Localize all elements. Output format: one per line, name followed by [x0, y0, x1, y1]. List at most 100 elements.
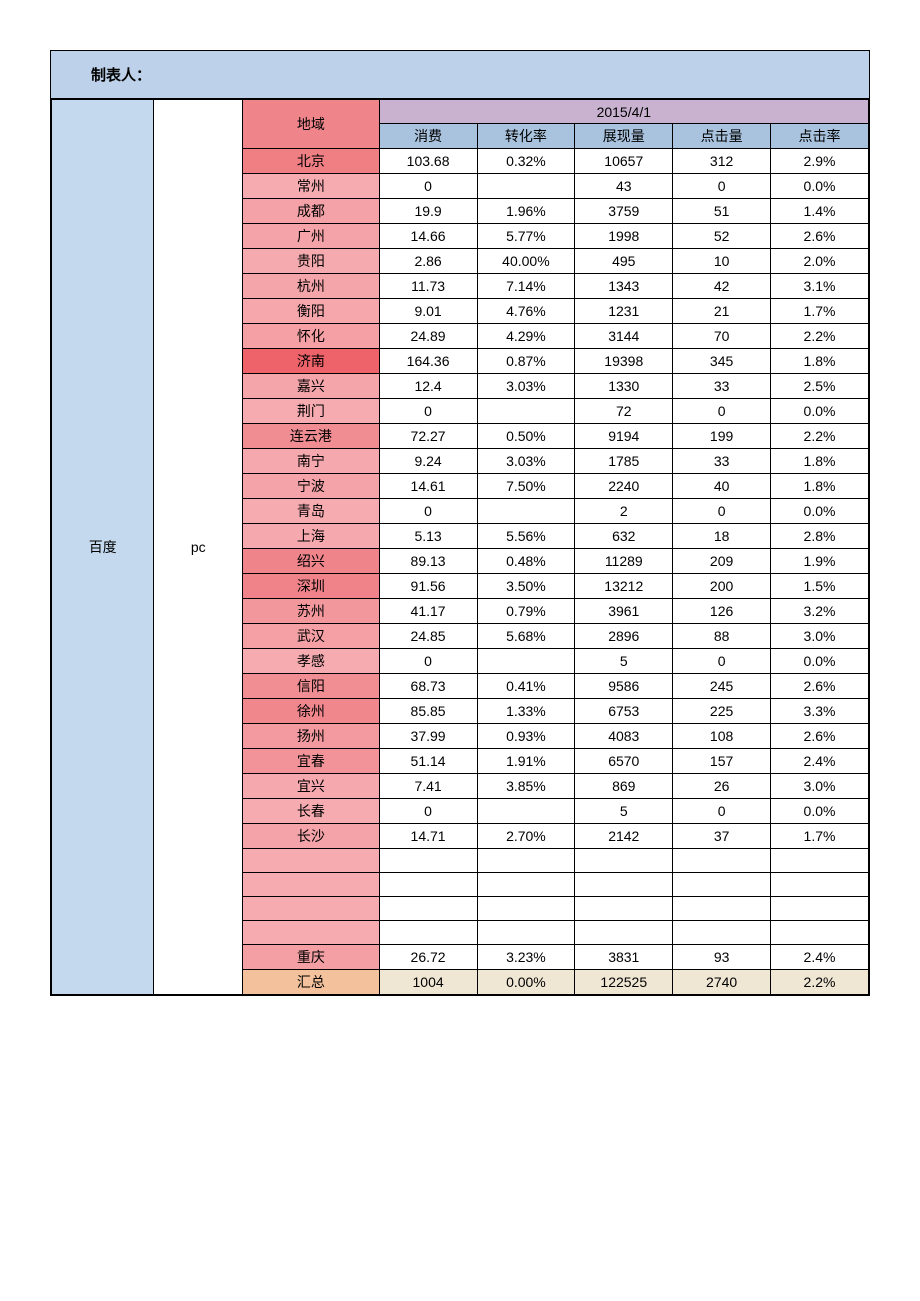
data-cell: 2.4% [771, 749, 869, 774]
data-cell: 37.99 [379, 724, 477, 749]
total-cell: 122525 [575, 970, 673, 995]
data-cell [477, 399, 575, 424]
data-cell: 14.61 [379, 474, 477, 499]
title-bar: 制表人： [51, 51, 869, 99]
data-cell: 40 [673, 474, 771, 499]
data-cell: 5 [575, 799, 673, 824]
data-cell: 85.85 [379, 699, 477, 724]
data-cell: 33 [673, 449, 771, 474]
data-cell [379, 921, 477, 945]
data-cell: 33 [673, 374, 771, 399]
data-cell: 2.70% [477, 824, 575, 849]
data-cell: 108 [673, 724, 771, 749]
region-cell: 武汉 [243, 624, 380, 649]
data-cell: 0.50% [477, 424, 575, 449]
region-cell: 连云港 [243, 424, 380, 449]
region-cell: 南宁 [243, 449, 380, 474]
region-cell: 长春 [243, 799, 380, 824]
region-cell [243, 849, 380, 873]
data-cell: 2.0% [771, 249, 869, 274]
data-cell: 3.23% [477, 945, 575, 970]
data-cell: 6753 [575, 699, 673, 724]
data-cell: 2.6% [771, 674, 869, 699]
data-cell [575, 849, 673, 873]
data-cell [673, 849, 771, 873]
data-cell: 68.73 [379, 674, 477, 699]
metric-header-3: 点击量 [673, 124, 771, 149]
region-cell: 怀化 [243, 324, 380, 349]
data-cell: 3.2% [771, 599, 869, 624]
data-cell: 869 [575, 774, 673, 799]
data-cell [477, 897, 575, 921]
data-cell: 2.4% [771, 945, 869, 970]
data-cell: 2.2% [771, 324, 869, 349]
data-cell [477, 799, 575, 824]
data-cell: 2.6% [771, 724, 869, 749]
data-cell: 245 [673, 674, 771, 699]
data-cell: 1.8% [771, 449, 869, 474]
data-cell [673, 897, 771, 921]
data-cell: 51 [673, 199, 771, 224]
data-cell: 2.6% [771, 224, 869, 249]
data-cell [477, 921, 575, 945]
data-cell: 4083 [575, 724, 673, 749]
data-cell: 3961 [575, 599, 673, 624]
data-cell: 93 [673, 945, 771, 970]
data-cell: 0.93% [477, 724, 575, 749]
data-cell: 21 [673, 299, 771, 324]
data-cell: 1998 [575, 224, 673, 249]
data-cell [771, 873, 869, 897]
metric-header-1: 转化率 [477, 124, 575, 149]
data-cell: 1.8% [771, 474, 869, 499]
region-cell: 宜兴 [243, 774, 380, 799]
data-cell: 1.33% [477, 699, 575, 724]
data-cell: 0.0% [771, 649, 869, 674]
region-cell: 常州 [243, 174, 380, 199]
data-cell: 0.0% [771, 174, 869, 199]
data-cell [477, 849, 575, 873]
data-cell: 3.3% [771, 699, 869, 724]
data-cell: 3831 [575, 945, 673, 970]
data-cell: 70 [673, 324, 771, 349]
data-cell: 88 [673, 624, 771, 649]
data-cell: 3.50% [477, 574, 575, 599]
data-cell [575, 873, 673, 897]
metric-header-0: 消费 [379, 124, 477, 149]
data-cell: 3.85% [477, 774, 575, 799]
data-cell: 2142 [575, 824, 673, 849]
metric-header-2: 展现量 [575, 124, 673, 149]
data-cell: 5.13 [379, 524, 477, 549]
data-cell: 632 [575, 524, 673, 549]
data-cell: 312 [673, 149, 771, 174]
total-cell: 2740 [673, 970, 771, 995]
data-cell [379, 873, 477, 897]
data-cell: 126 [673, 599, 771, 624]
data-cell: 91.56 [379, 574, 477, 599]
region-cell: 贵阳 [243, 249, 380, 274]
data-cell: 7.50% [477, 474, 575, 499]
data-cell: 40.00% [477, 249, 575, 274]
title-text: 制表人： [91, 64, 151, 85]
data-cell: 1330 [575, 374, 673, 399]
data-cell: 5.77% [477, 224, 575, 249]
region-cell: 宜春 [243, 749, 380, 774]
region-cell: 绍兴 [243, 549, 380, 574]
data-cell: 200 [673, 574, 771, 599]
data-cell: 103.68 [379, 149, 477, 174]
data-cell: 2.9% [771, 149, 869, 174]
data-cell: 1.96% [477, 199, 575, 224]
region-cell: 济南 [243, 349, 380, 374]
data-cell: 14.71 [379, 824, 477, 849]
region-cell: 荆门 [243, 399, 380, 424]
device-cell: pc [154, 100, 243, 995]
data-cell: 0 [379, 799, 477, 824]
data-cell: 209 [673, 549, 771, 574]
region-cell: 成都 [243, 199, 380, 224]
data-cell: 0.0% [771, 499, 869, 524]
region-cell: 衡阳 [243, 299, 380, 324]
region-cell: 杭州 [243, 274, 380, 299]
data-cell: 0.87% [477, 349, 575, 374]
data-cell: 2 [575, 499, 673, 524]
total-cell: 2.2% [771, 970, 869, 995]
data-cell: 10 [673, 249, 771, 274]
